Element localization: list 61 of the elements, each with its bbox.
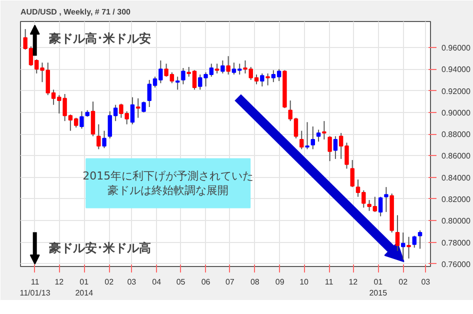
annotation: 豪ドル高･米ドル安 <box>48 32 152 46</box>
candlestick <box>300 130 304 150</box>
y-tick-label: 0.76000 <box>442 260 471 269</box>
candlestick <box>226 56 230 76</box>
x-tick-label: 08 <box>250 278 260 286</box>
x-tick-label: 12 <box>348 278 358 286</box>
candlestick <box>142 101 146 113</box>
x-tick-label: 09 <box>275 278 285 286</box>
x-tick-label: 02 <box>104 278 114 286</box>
x-tick-label: 02 <box>398 278 408 286</box>
x-tick-label: 07 <box>225 278 235 286</box>
y-tick-label: 0.86000 <box>442 152 471 161</box>
candlestick <box>80 110 84 130</box>
x-tick-label: 01 2015 <box>369 278 388 298</box>
candlestick <box>328 136 332 162</box>
annotation: 2015年に利下げが予測されていた <box>82 169 254 182</box>
candlestick <box>90 101 96 137</box>
x-tick-label: 03 <box>127 278 137 286</box>
x-tick-label: 01 2014 <box>75 278 94 298</box>
candlestick <box>305 122 310 150</box>
x-tick-label: 11 <box>324 278 334 286</box>
y-tick-label: 0.96000 <box>442 43 471 52</box>
y-tick-label: 0.90000 <box>442 108 471 118</box>
y-tick-label: 0.92000 <box>442 86 471 96</box>
x-tick-label: 04 <box>152 278 162 286</box>
candlestick <box>322 120 326 140</box>
candlestick <box>175 76 180 90</box>
y-tick-label: 0.84000 <box>442 173 471 182</box>
annotation: 豪ドルは終始軟調な展開 <box>108 184 229 198</box>
candlestick <box>260 72 264 87</box>
candlestick <box>310 126 316 150</box>
candlestick <box>378 196 383 217</box>
chart-title: AUD/USD , Weekly, # 71 / 300 <box>20 8 132 16</box>
y-tick-label: 0.82000 <box>442 194 471 204</box>
y-tick-label: 0.80000 <box>442 216 471 226</box>
candlestick <box>395 214 400 252</box>
candlestick <box>130 96 135 125</box>
candlestick <box>266 72 270 86</box>
candlestick <box>350 160 354 188</box>
candlestick <box>418 230 422 250</box>
candlestick <box>406 236 411 259</box>
candlestick <box>96 124 101 150</box>
candlestick <box>220 60 225 74</box>
y-tick-label: 0.78000 <box>442 238 471 248</box>
x-tick-label: 12 <box>54 278 64 286</box>
candlestick <box>102 130 106 149</box>
candlestick <box>181 68 186 85</box>
annotation: 豪ドル安･米ドル高 <box>48 241 152 256</box>
candlestick <box>333 136 338 160</box>
y-tick-label: 0.94000 <box>442 65 471 74</box>
x-tick-label: 05 <box>176 278 186 286</box>
x-tick-label: 11 11/01/13 <box>20 278 51 298</box>
y-tick-label: 0.88000 <box>442 130 471 140</box>
x-tick-label: 03 <box>421 278 431 286</box>
x-tick-label: 06 <box>201 278 211 286</box>
candlestick <box>214 63 220 74</box>
candlestick <box>412 235 416 248</box>
candlestick <box>316 129 321 142</box>
candlestick <box>136 98 140 118</box>
candlestick <box>384 186 388 212</box>
x-tick-label: 10 <box>300 278 310 286</box>
